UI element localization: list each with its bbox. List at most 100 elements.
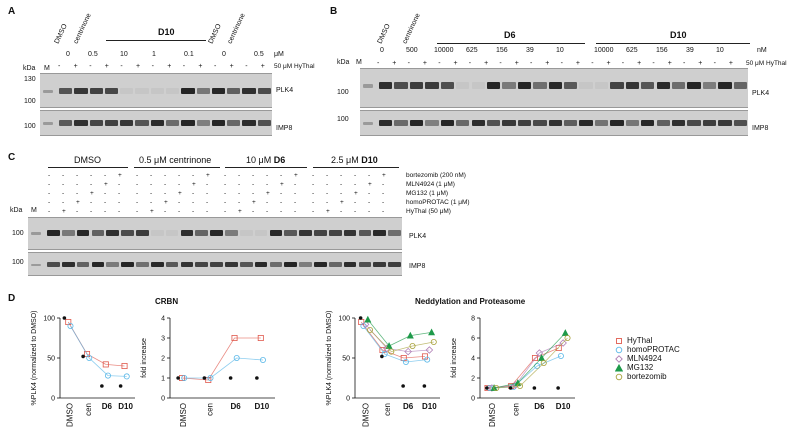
panel-b-conc-9: 156: [656, 47, 668, 54]
panel-c-cell-95: -: [326, 172, 329, 179]
band: [225, 262, 238, 267]
panel-c-cell-100: -: [340, 172, 343, 179]
panel-b-hythal-3: +: [422, 60, 427, 67]
panel-c-cell-30: -: [136, 172, 139, 179]
band: [47, 230, 60, 236]
legend-marker-4: [615, 373, 623, 381]
panel-c-cell-7: -: [62, 190, 65, 197]
band: [165, 262, 179, 267]
panel-d-title-neddylation: Neddylation and Proteasome: [415, 297, 526, 306]
panel-a-plk4-label: PLK4: [276, 87, 294, 94]
panel-c-cell-63: -: [224, 199, 227, 206]
chart-3-ytick-label-1: 2: [471, 376, 475, 383]
panel-c-cell-110: -: [368, 172, 371, 179]
chart-1-series-line-0: [181, 337, 261, 381]
band: [409, 120, 424, 126]
band: [181, 88, 195, 94]
chart-2-point-1-1: [381, 350, 388, 357]
legend-marker-0: [616, 338, 622, 344]
chart-1-ytick-label-0: 0: [161, 396, 165, 403]
chart-1-ytick-label-3: 3: [161, 336, 165, 343]
chart-2-ref-0: [358, 316, 363, 320]
panel-c-cell-75: -: [266, 172, 269, 179]
chart-1-xlabel-1: cen: [205, 403, 214, 416]
panel-c-cell-80: -: [280, 172, 283, 179]
panel-c-line-3: [225, 167, 307, 168]
panel-c-cell-101: -: [340, 181, 343, 188]
chart-3-point-1-3: [557, 352, 564, 359]
panel-c-cell-43: +: [164, 199, 168, 206]
chart-0-ref-2: [100, 384, 104, 388]
band: [373, 230, 387, 236]
chart-2-point-2-2: [404, 347, 412, 356]
band: [136, 262, 149, 267]
panel-c-cell-33: -: [136, 199, 139, 206]
panel-a-hythal-label: 50 μM HyThal: [274, 63, 315, 70]
panel-c-cell-19: -: [90, 208, 93, 215]
legend-label-0: HyThal: [627, 336, 653, 345]
band: [104, 88, 119, 94]
band: [358, 230, 372, 236]
panel-b-hythal-9: +: [514, 60, 519, 67]
panel-b-hythal-11: +: [545, 60, 550, 67]
panel-b-hythal-5: +: [453, 60, 458, 67]
panel-c-cell-27: -: [118, 190, 121, 197]
panel-c-cell-98: -: [326, 199, 329, 206]
panel-c-cell-77: +: [266, 190, 270, 197]
panel-a-hythal-12: -: [245, 63, 248, 70]
band: [242, 88, 256, 94]
panel-c-cell-42: -: [164, 190, 167, 197]
panel-c-cell-70: -: [252, 172, 255, 179]
panel-c-cell-84: -: [280, 208, 283, 215]
band: [211, 120, 226, 126]
panel-b-hythal-2: -: [407, 60, 410, 67]
panel-c-cell-112: -: [368, 190, 371, 197]
panel-b-conc-4: 156: [496, 47, 508, 54]
panel-b-conc-8: 625: [626, 47, 638, 54]
panel-c-cell-26: -: [118, 181, 121, 188]
chart-0-point-1-0: [67, 322, 74, 329]
band: [379, 120, 393, 126]
chart-0-point-1-1: [86, 354, 93, 361]
panel-a-mw-100b: 100: [24, 123, 36, 130]
band: [718, 82, 732, 89]
band: [284, 230, 298, 236]
chart-2-series-line-1: [363, 325, 428, 363]
panel-c-cell-53: -: [192, 199, 195, 206]
chart-2-ylabel: %PLK4 (normalized to DMSO): [326, 311, 333, 406]
panel-a-conc-2: 10: [120, 51, 128, 58]
panel-b-group-line-d6: [437, 43, 585, 44]
band: [594, 120, 609, 126]
panel-c-treatment-1: MLN4924 (1 μM): [406, 181, 455, 188]
chart-3-point-0-3: [555, 344, 562, 351]
band: [181, 120, 195, 126]
band: [733, 120, 747, 126]
panel-c-cell-81: +: [280, 181, 284, 188]
panel-c-cell-51: +: [192, 181, 196, 188]
chart-0-point-0-3: [121, 362, 128, 369]
chart-3-point-4-3: [564, 334, 571, 341]
band: [166, 120, 180, 126]
chart-3-ytick-label-3: 6: [471, 336, 475, 343]
panel-c-group-d6: 10 μM D6: [246, 155, 286, 165]
panel-b-hythal-1: +: [392, 60, 397, 67]
band: [671, 120, 686, 126]
band: [242, 120, 256, 126]
panel-a-conc-6: 0.5: [254, 51, 264, 58]
chart-1-point-1-1: [207, 374, 214, 381]
band: [136, 230, 149, 236]
chart-3-ylabel: fold increase: [451, 338, 458, 378]
panel-c-cell-116: -: [382, 181, 385, 188]
chart-1-ref-1: [202, 376, 207, 380]
panel-c-cell-24: -: [104, 208, 107, 215]
band: [456, 120, 470, 126]
chart-0-ref-0: [62, 316, 67, 320]
chart-3-point-4-1: [517, 382, 524, 389]
panel-b-conc-11: 10: [716, 47, 724, 54]
chart-2-ytick-label-1: 50: [342, 356, 350, 363]
panel-c-group-centrinone: 0.5 μM centrinone: [139, 155, 212, 165]
band: [425, 82, 439, 89]
panel-c-cell-118: -: [382, 199, 385, 206]
band: [328, 262, 342, 267]
panel-c-cell-65: -: [238, 172, 241, 179]
